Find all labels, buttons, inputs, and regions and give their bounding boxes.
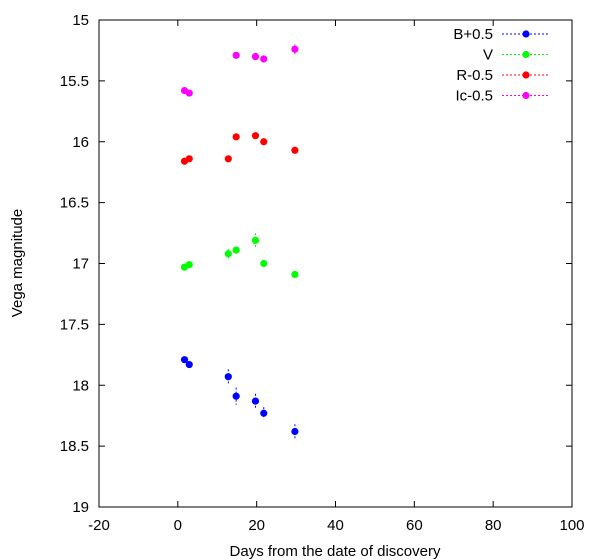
- data-point: [260, 409, 268, 417]
- data-point: [185, 155, 193, 163]
- legend-item: Ic-0.5: [455, 88, 550, 105]
- x-tick-label: 100: [559, 517, 584, 534]
- x-tick-label: 20: [248, 517, 265, 534]
- x-tick-label: -20: [88, 517, 110, 534]
- x-axis-label: Days from the date of discovery: [230, 543, 441, 560]
- series-r-0-5: [180, 132, 299, 165]
- plot-frame-group: [98, 19, 573, 508]
- series-ic-0-5: [180, 44, 299, 97]
- data-point: [260, 138, 268, 146]
- series-b-0-5: [180, 356, 299, 439]
- y-tick-label: 15.5: [60, 73, 89, 90]
- data-point: [224, 155, 232, 163]
- data-point: [232, 392, 240, 400]
- x-tick-label: 40: [327, 517, 344, 534]
- plot-frame: [98, 19, 573, 508]
- marks-group: [180, 44, 299, 439]
- legend-marker: [522, 50, 530, 59]
- data-point: [180, 356, 189, 364]
- data-point: [291, 45, 299, 53]
- y-tick-label: 15: [72, 12, 89, 29]
- x-tick-label: 80: [485, 517, 502, 534]
- y-tick-label: 16.5: [60, 195, 89, 212]
- data-point: [232, 246, 240, 254]
- data-point: [185, 89, 193, 97]
- data-point: [291, 146, 299, 154]
- legend-item: B+0.5: [453, 26, 550, 43]
- legend-marker: [522, 71, 530, 79]
- legend-marker: [522, 30, 530, 38]
- data-point: [224, 250, 232, 258]
- data-point: [251, 132, 260, 140]
- legend-item: R-0.5: [456, 67, 550, 84]
- data-point: [232, 133, 240, 141]
- data-point: [224, 373, 232, 381]
- data-point: [291, 270, 299, 279]
- y-tick-label: 18.5: [60, 438, 89, 455]
- y-tick-label: 18: [72, 377, 89, 394]
- legend-label: Ic-0.5: [455, 88, 493, 105]
- legend-label: R-0.5: [456, 67, 493, 84]
- series-v: [180, 233, 299, 279]
- data-point: [291, 427, 299, 436]
- data-point: [251, 236, 260, 244]
- legend-label: B+0.5: [453, 26, 493, 43]
- legend-label: V: [483, 47, 493, 64]
- ticks-group: -20 0 20 40 60 80 100 15 15.5 16 16.5 17 17.5 18 18.5 1…: [60, 12, 585, 534]
- legend-item: V: [483, 47, 550, 64]
- y-axis-label: Vega magnitude: [9, 209, 26, 317]
- legend-marker: [522, 91, 530, 100]
- data-point: [232, 51, 240, 59]
- data-point: [251, 52, 260, 61]
- data-point: [185, 360, 193, 369]
- x-tick-label: 60: [406, 517, 423, 534]
- data-point: [251, 397, 260, 405]
- y-tick-label: 16: [72, 134, 89, 151]
- data-point: [185, 261, 193, 269]
- data-point: [260, 259, 268, 268]
- legend: B+0.5 V R-0.5 Ic-0.5: [453, 26, 550, 105]
- y-tick-label: 17.5: [60, 316, 89, 333]
- x-tick-label: 0: [174, 517, 182, 534]
- y-tick-label: 19: [72, 499, 89, 516]
- y-tick-label: 17: [72, 256, 89, 273]
- data-point: [260, 55, 268, 63]
